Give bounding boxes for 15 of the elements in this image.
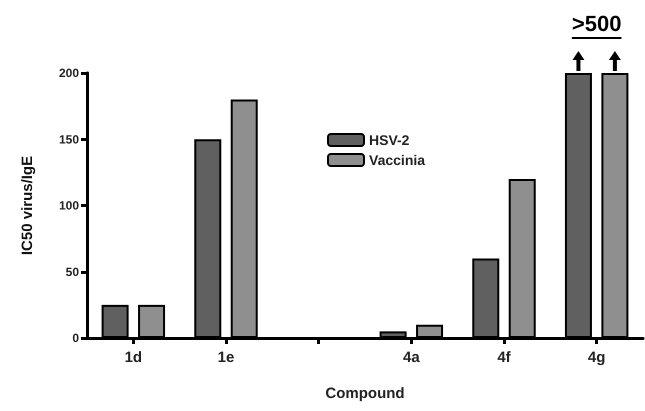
x-tick-label: 4g	[588, 349, 606, 366]
y-tick-label: 50	[66, 264, 80, 279]
y-tick-label: 100	[58, 198, 80, 212]
y-axis-title: IC50 virus/IgE	[19, 156, 36, 256]
legend-label: Vaccinia	[369, 152, 426, 168]
text: >500	[572, 11, 622, 37]
x-tick-label: 1d	[124, 349, 142, 366]
y-tick-label: 150	[58, 132, 80, 146]
y-tick-label: 200	[58, 66, 80, 80]
x-tick-label: 4a	[402, 349, 420, 366]
x-axis-title: Compound	[325, 385, 405, 402]
x-tick-label: 4f	[497, 349, 512, 366]
legend-label: HSV-2	[369, 132, 410, 148]
x-tick-label: 1e	[218, 349, 234, 366]
y-tick-label: 0	[72, 331, 80, 345]
